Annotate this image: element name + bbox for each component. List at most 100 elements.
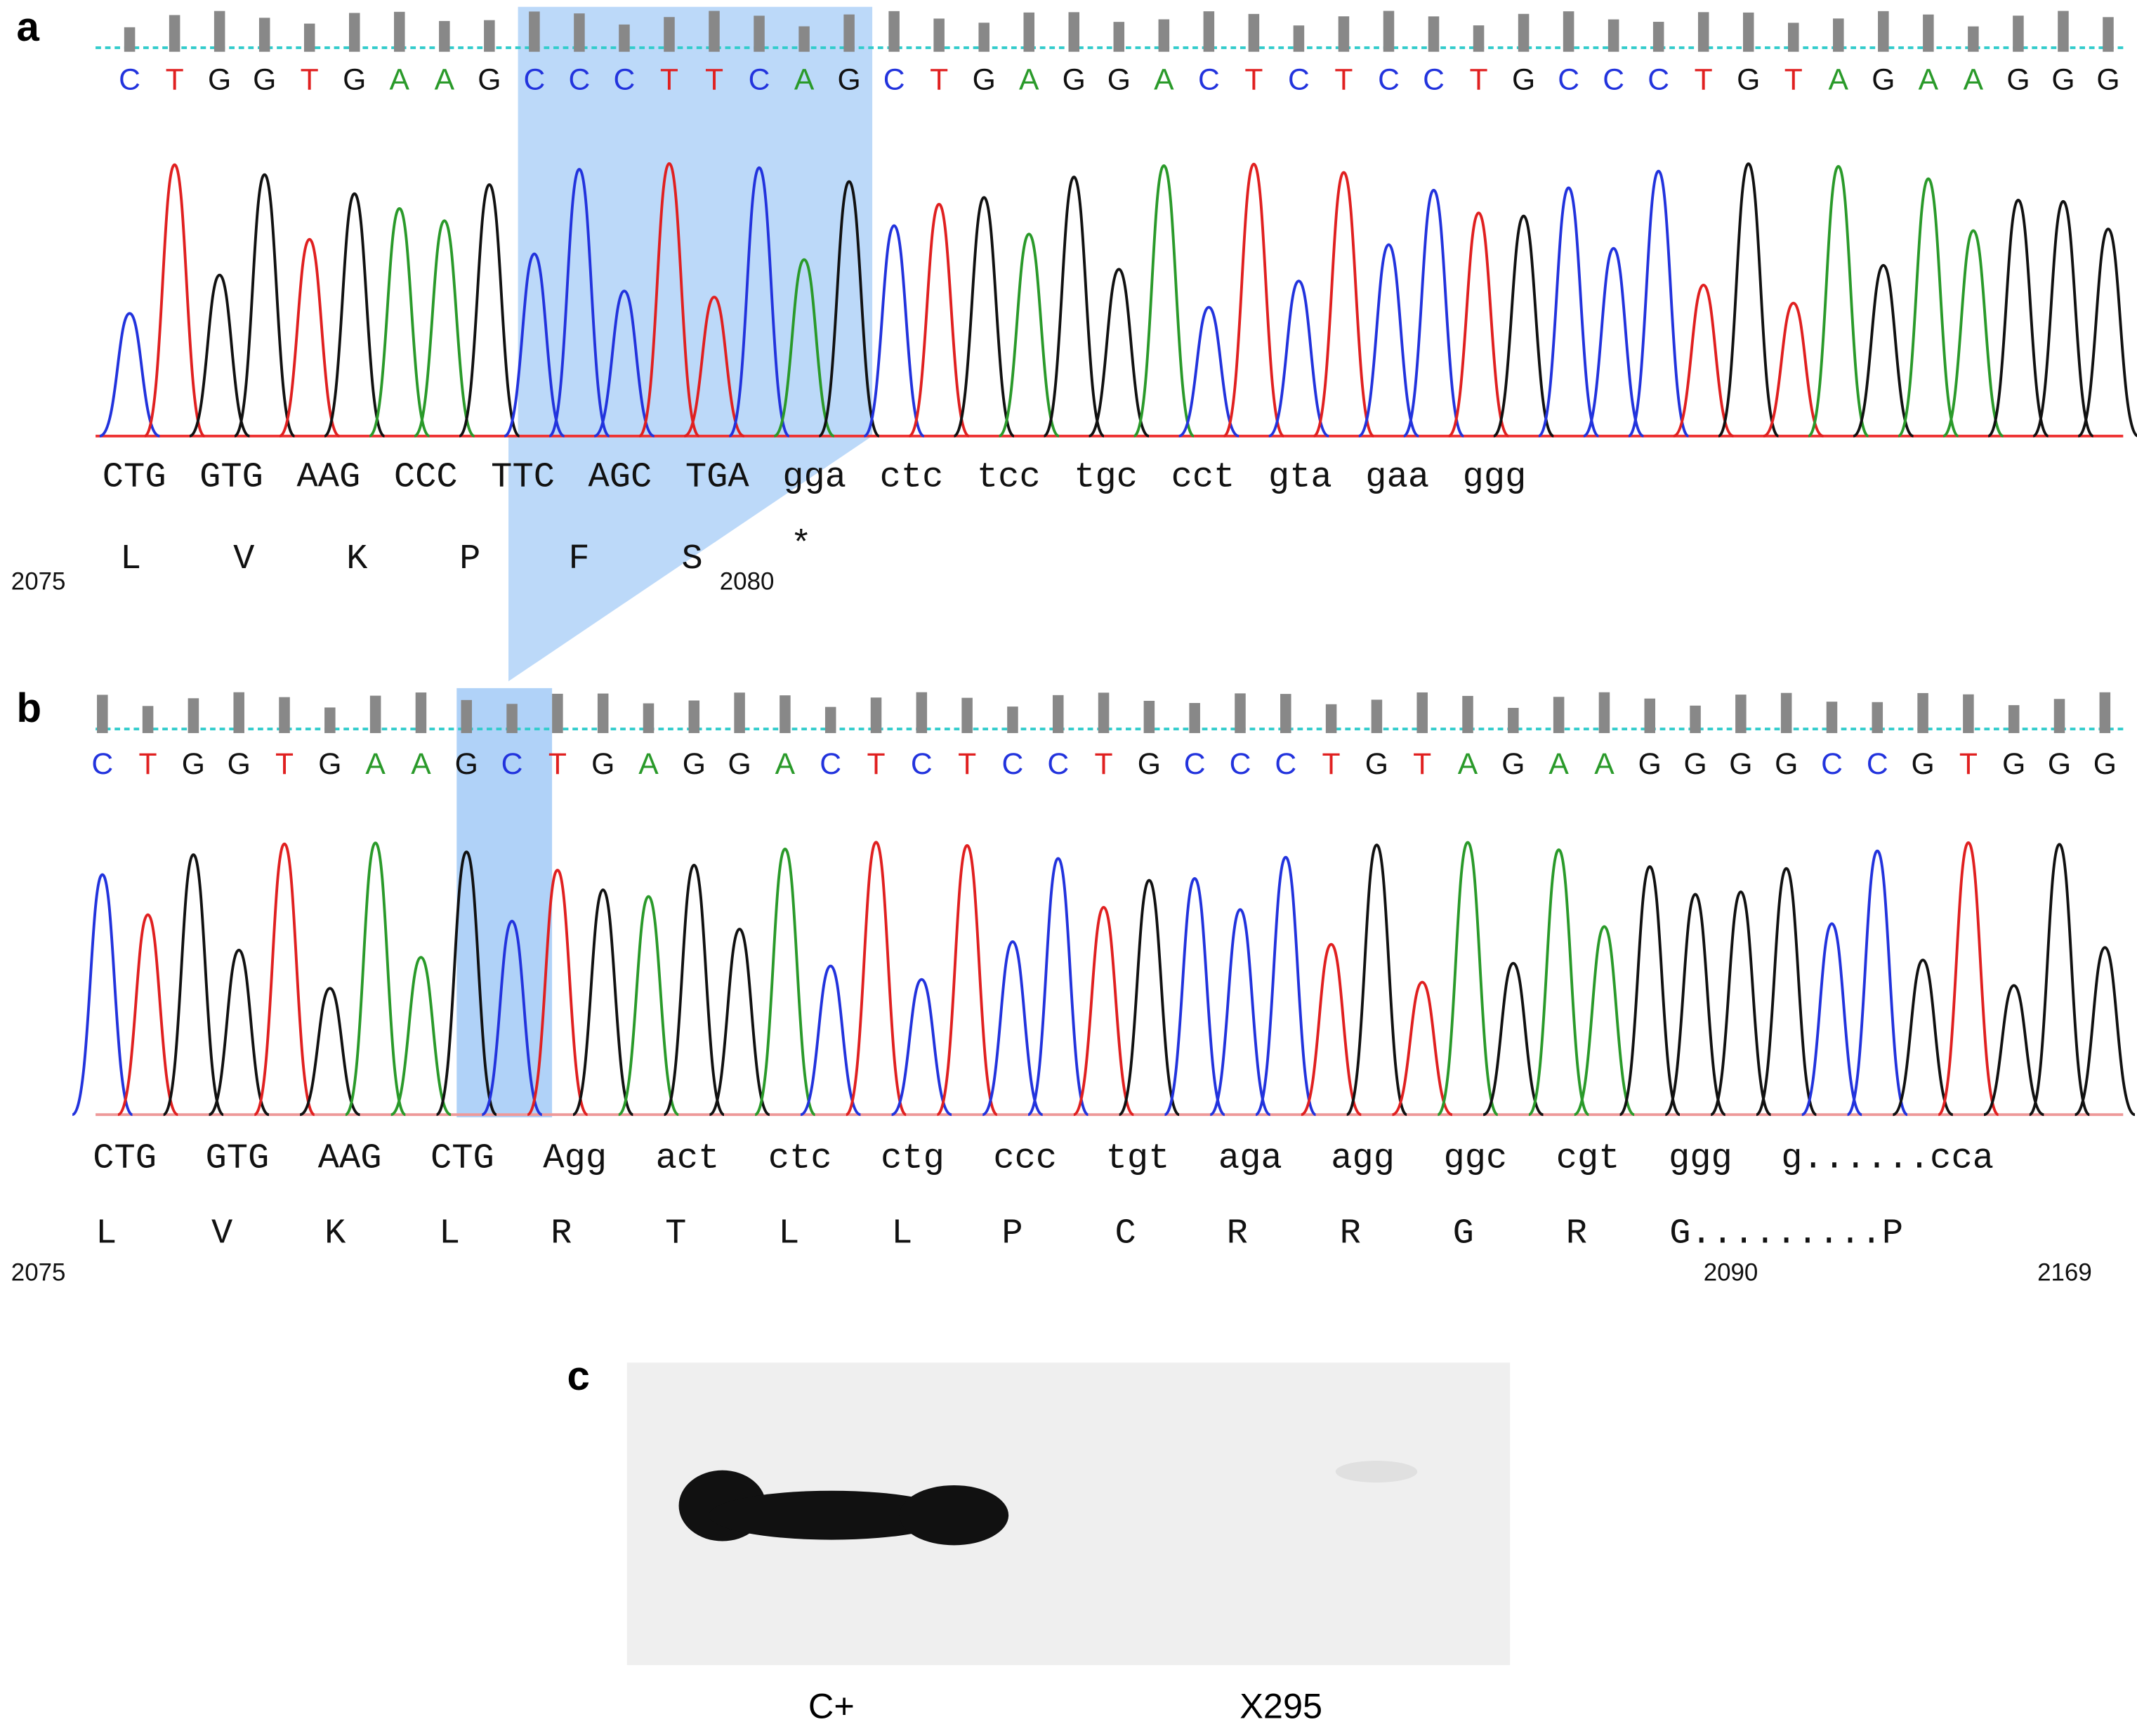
quality-bar [688, 700, 700, 733]
quality-bar [1023, 12, 1034, 52]
base-call: C [569, 63, 591, 97]
trace-peak [527, 869, 589, 1117]
base-call: A [1458, 747, 1478, 781]
base-call: A [1829, 63, 1849, 97]
quality-bar [754, 15, 765, 52]
quality-bar [213, 11, 225, 52]
base-call: T [1784, 63, 1803, 97]
codon: ctc [880, 457, 944, 497]
amino-acid: L [891, 1214, 912, 1254]
trace-peak [1573, 925, 1636, 1117]
quality-bar [1788, 22, 1799, 52]
quality-bar [1563, 11, 1574, 52]
base-call: T [1095, 747, 1113, 781]
trace-peak [617, 895, 680, 1117]
trace-peak [459, 183, 520, 438]
amino-acid: G [1453, 1214, 1474, 1254]
band [709, 1490, 954, 1540]
quality-bar [188, 698, 199, 733]
quality-bar [1968, 26, 1979, 52]
panel-label: c [567, 1353, 589, 1399]
base-call: G [208, 63, 231, 97]
codon: gta [1268, 457, 1332, 497]
quality-bar [1518, 13, 1530, 52]
trace-peak [845, 841, 907, 1117]
amino-acid: K [324, 1214, 346, 1254]
base-call: C [523, 63, 545, 97]
trace-peak [1164, 876, 1225, 1117]
trace-peak [279, 237, 341, 438]
base-call: G [253, 63, 276, 97]
trace-peak [162, 853, 225, 1117]
base-call: G [2096, 63, 2119, 97]
quality-bar [933, 18, 945, 52]
quality-bar [1143, 700, 1155, 733]
trace-peak [1255, 855, 1317, 1117]
base-call: G [318, 747, 341, 781]
quality-bar [1963, 694, 1974, 733]
base-call: T [548, 747, 567, 781]
trace-peak [344, 841, 407, 1117]
trace-peak [998, 232, 1060, 438]
base-call: G [1911, 747, 1934, 781]
quality-bar [643, 703, 655, 733]
highlight-a [508, 6, 873, 682]
trace-peak [2032, 199, 2094, 438]
trace-peak [1072, 905, 1135, 1117]
codon: agg [1331, 1139, 1395, 1179]
codon: AGC [589, 457, 652, 497]
trace-peak [254, 842, 315, 1117]
base-call: C [1047, 747, 1069, 781]
trace-peak [1527, 848, 1590, 1117]
base-call: A [638, 747, 659, 781]
trace-peak [208, 948, 270, 1117]
quality-bar [1189, 703, 1200, 733]
base-call: C [1378, 63, 1400, 97]
quality-bar [2013, 15, 2024, 52]
base-call: C [1198, 63, 1220, 97]
quality-bar [461, 699, 473, 733]
trace-peak [1088, 268, 1150, 438]
base-call: T [958, 747, 976, 781]
quality-bar [1158, 19, 1170, 52]
quality-bar [2099, 692, 2111, 733]
highlight-b [456, 688, 553, 1118]
trace-peak [663, 864, 725, 1117]
trace-peak [369, 206, 430, 438]
base-call: T [1322, 747, 1341, 781]
trace-peak [233, 173, 296, 438]
amino-acid: R [1227, 1214, 1248, 1254]
base-call: C [1423, 63, 1445, 97]
quality-bar [1607, 19, 1619, 52]
amino-acid: V [233, 539, 254, 579]
base-call: C [883, 63, 905, 97]
trace-peak [1717, 162, 1780, 438]
base-call: G [455, 747, 478, 781]
trace-peak [1133, 164, 1195, 438]
base-call: G [1729, 747, 1752, 781]
quality-bar [619, 24, 630, 52]
quality-bar [1917, 692, 1928, 733]
trace-peak [1619, 865, 1681, 1117]
base-call: G [1501, 747, 1525, 781]
base-call: C [1603, 63, 1624, 97]
quality-bar [1878, 11, 1889, 52]
trace-peak [683, 296, 745, 438]
base-call: C [1821, 747, 1843, 781]
faint-band [1335, 1461, 1418, 1483]
base-call: C [91, 747, 113, 781]
quality-bar [1742, 12, 1754, 52]
base-call: C [614, 63, 636, 97]
base-call: G [2051, 63, 2074, 97]
trace-peak [1898, 177, 1959, 438]
base-call: A [794, 63, 815, 97]
quality-bar [1235, 693, 1246, 733]
trace-peak [593, 289, 655, 438]
quality-bar [1293, 25, 1305, 52]
base-call: T [275, 747, 294, 781]
amino-acid: R [551, 1214, 572, 1254]
amino-acid: C [1114, 1214, 1136, 1254]
codon: AAG [296, 457, 360, 497]
quality-bar [780, 695, 791, 733]
trace-peak [189, 273, 251, 438]
